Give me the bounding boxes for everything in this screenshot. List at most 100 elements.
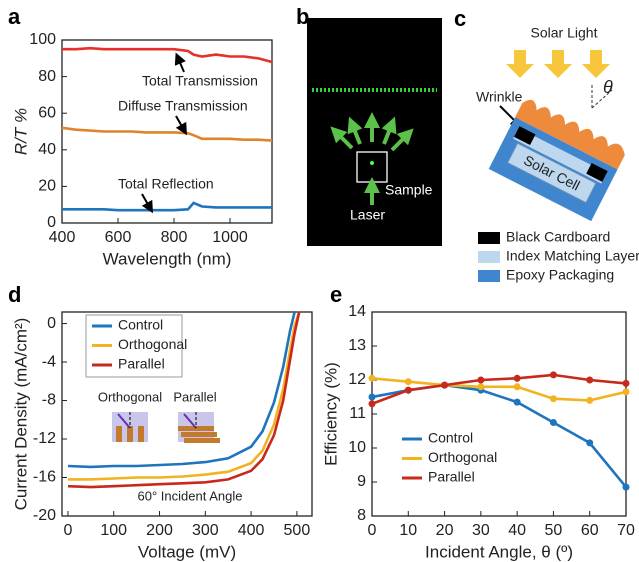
- x-tick-label: 200: [146, 522, 173, 539]
- series-label: Diffuse Transmission: [118, 98, 248, 114]
- data-point: [477, 383, 484, 390]
- legend-label: Control: [428, 430, 473, 446]
- x-tick-label: 400: [49, 229, 76, 246]
- y-tick-label: 0: [47, 315, 56, 332]
- series-line: [62, 203, 272, 210]
- data-point: [586, 377, 593, 384]
- legend-label: Orthogonal: [428, 449, 497, 465]
- y-tick-label: 100: [29, 31, 56, 48]
- x-axis-label: Incident Angle, θ (º): [425, 542, 573, 561]
- y-tick-label: 13: [348, 337, 366, 354]
- wrinkle-label: Wrinkle: [476, 89, 523, 105]
- legend-swatch: [478, 251, 500, 263]
- panel-label: a: [8, 4, 21, 29]
- x-axis-label: Wavelength (nm): [103, 249, 232, 268]
- series-label: Total Transmission: [142, 73, 258, 89]
- x-tick-label: 100: [100, 522, 127, 539]
- y-tick-label: -4: [42, 353, 56, 370]
- y-tick-label: 80: [38, 68, 56, 85]
- x-tick-label: 50: [545, 522, 563, 539]
- y-tick-label: 20: [38, 178, 56, 195]
- inset-bar: [138, 426, 144, 442]
- y-axis-label: Current Density (mA/cm²): [11, 318, 30, 511]
- x-tick-label: 1000: [212, 229, 248, 246]
- data-point: [514, 383, 521, 390]
- data-point: [586, 439, 593, 446]
- y-tick-label: 11: [349, 405, 366, 422]
- annotation: Parallel: [173, 389, 216, 404]
- x-tick-label: 0: [63, 522, 72, 539]
- series-label: Total Reflection: [118, 176, 214, 192]
- data-point: [369, 400, 376, 407]
- y-tick-label: 0: [47, 214, 56, 231]
- panel-label: e: [330, 282, 342, 307]
- x-tick-label: 70: [617, 522, 635, 539]
- inset-bar: [181, 432, 217, 437]
- diagram-panel: c Solar Light θ Wrinkle Solar Cell Black…: [454, 6, 639, 283]
- photo-annotation: Sample: [385, 182, 433, 198]
- x-tick-label: 500: [284, 522, 311, 539]
- x-axis-label: Voltage (mV): [138, 542, 236, 561]
- legend-label: Parallel: [428, 469, 475, 485]
- x-tick-label: 20: [436, 522, 454, 539]
- x-tick-label: 300: [192, 522, 219, 539]
- annotation: 60° Incident Angle: [138, 488, 243, 503]
- y-axis-label: R/T %: [11, 108, 30, 155]
- inset-bar: [184, 438, 220, 443]
- legend-swatch: [478, 270, 500, 282]
- x-tick-label: 400: [238, 522, 265, 539]
- plot-frame: [372, 312, 626, 516]
- y-tick-label: -8: [42, 392, 56, 409]
- laser-spot: [370, 161, 374, 165]
- data-point: [514, 375, 521, 382]
- data-point: [586, 397, 593, 404]
- x-tick-label: 0: [368, 522, 377, 539]
- data-point: [550, 419, 557, 426]
- figure: b Sample Laser c Solar Light θ Wrinkle S…: [0, 0, 639, 562]
- inset-bar: [116, 426, 122, 442]
- data-point: [550, 395, 557, 402]
- annotation: Orthogonal: [98, 389, 162, 404]
- y-tick-label: -20: [33, 507, 56, 524]
- normal: [592, 90, 612, 108]
- inset-bar: [127, 426, 133, 442]
- data-point: [514, 399, 521, 406]
- legend-label: Index Matching Layer: [506, 248, 639, 264]
- x-tick-label: 40: [508, 522, 526, 539]
- label-arrow: [178, 58, 184, 72]
- data-point: [369, 375, 376, 382]
- series-line: [62, 48, 272, 62]
- legend-label: Black Cardboard: [506, 229, 610, 245]
- y-tick-label: 8: [357, 507, 366, 524]
- x-tick-label: 600: [105, 229, 132, 246]
- series-line: [62, 128, 272, 141]
- data-point: [623, 380, 630, 387]
- data-point: [550, 371, 557, 378]
- y-tick-label: 14: [348, 303, 366, 320]
- x-tick-label: 800: [161, 229, 188, 246]
- data-point: [623, 388, 630, 395]
- y-tick-label: 40: [38, 141, 56, 158]
- light-arrows: [506, 50, 610, 78]
- legend-label: Parallel: [118, 356, 165, 372]
- y-tick-label: -12: [33, 430, 56, 447]
- y-axis-label: Efficiency (%): [321, 362, 340, 466]
- y-tick-label: 12: [348, 371, 366, 388]
- legend-label: Orthogonal: [118, 336, 187, 352]
- panel-label: c: [454, 6, 466, 31]
- data-point: [477, 377, 484, 384]
- panel-label: d: [8, 282, 21, 307]
- label-arrow: [142, 194, 150, 208]
- data-point: [441, 382, 448, 389]
- x-tick-label: 60: [581, 522, 599, 539]
- x-tick-label: 10: [399, 522, 417, 539]
- legend-swatch: [478, 232, 500, 244]
- light-label: Solar Light: [531, 25, 598, 41]
- y-tick-label: 9: [357, 473, 366, 490]
- label-arrow: [176, 116, 184, 130]
- y-tick-label: 10: [348, 439, 366, 456]
- data-point: [405, 387, 412, 394]
- x-tick-label: 30: [472, 522, 490, 539]
- photo-annotation: Laser: [350, 207, 385, 223]
